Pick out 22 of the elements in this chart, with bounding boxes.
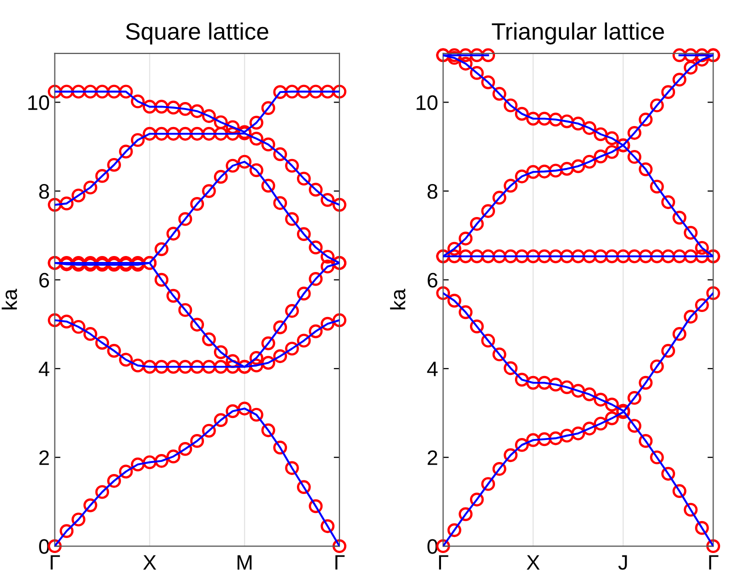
y-tick-label: 8 — [428, 184, 438, 199]
x-tick-label: Γ — [439, 555, 448, 570]
y-tick-label: 10 — [416, 95, 438, 110]
y-axis-title: ka — [2, 288, 18, 310]
chart-title: Square lattice — [126, 22, 268, 44]
x-tick-label: J — [618, 555, 627, 570]
y-tick-label: 4 — [427, 362, 438, 376]
y-tick-label: 2 — [428, 450, 438, 465]
y-tick-label: 2 — [39, 450, 49, 465]
x-tick-label: X — [143, 555, 156, 570]
y-tick-label: 6 — [428, 272, 438, 288]
y-axis-title: ka — [390, 288, 406, 310]
y-tick-label: 4 — [38, 362, 50, 376]
x-tick-label: Γ — [335, 555, 345, 570]
x-tick-label: M — [238, 555, 252, 570]
chart-title: Triangular lattice — [492, 22, 664, 44]
x-tick-label: Γ — [709, 555, 718, 570]
y-tick-label: 6 — [39, 272, 49, 288]
x-tick-label: X — [526, 555, 540, 570]
x-tick-label: Γ — [50, 555, 60, 570]
y-tick-label: 8 — [39, 184, 49, 199]
y-tick-label: 10 — [28, 95, 50, 110]
